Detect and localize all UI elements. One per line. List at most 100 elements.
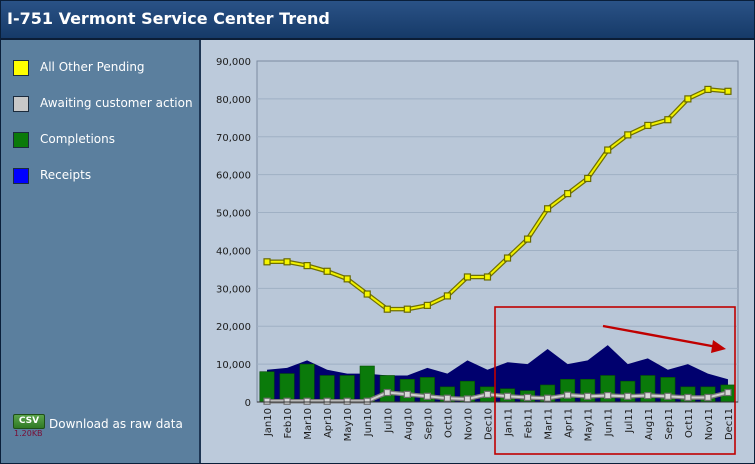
pending-point [263, 258, 271, 266]
pending-point [584, 174, 592, 183]
y-tick-label: 90,000 [216, 57, 251, 68]
awaiting-point [604, 391, 612, 400]
x-tick-label: Jan10 [263, 408, 274, 437]
legend-label: Receipts [40, 168, 92, 182]
x-tick-label: Nov10 [463, 408, 474, 440]
awaiting-point [684, 393, 692, 402]
y-tick-label: 40,000 [216, 246, 251, 257]
awaiting-point [263, 397, 271, 405]
legend-swatch-green [13, 132, 29, 148]
awaiting-point [303, 397, 311, 405]
pending-point [363, 290, 371, 298]
awaiting-point [664, 392, 672, 400]
download-label: Download as raw data [49, 417, 183, 431]
x-tick-label: Jul10 [383, 408, 394, 434]
legend-swatch-blue [13, 168, 29, 184]
annotation-arrow-shaft [602, 324, 718, 349]
x-tick-label: Oct11 [684, 408, 695, 438]
y-tick-label: 80,000 [216, 95, 251, 106]
awaiting-point [624, 392, 632, 400]
x-tick-label: Apr10 [323, 408, 334, 438]
awaiting-point [483, 390, 492, 399]
awaiting-point [403, 390, 411, 399]
completions-bar [259, 371, 275, 403]
awaiting-point [363, 397, 371, 405]
download-csv-link[interactable]: CSV 1.20KB Download as raw data [13, 414, 233, 444]
pending-point [503, 254, 512, 262]
x-tick-label: Jun11 [604, 408, 615, 437]
x-tick-label: Apr11 [564, 408, 575, 438]
awaiting-point [724, 388, 732, 397]
legend-label: All Other Pending [40, 60, 145, 74]
pending-point [624, 131, 632, 139]
pending-point [644, 121, 652, 130]
x-tick-label: Feb10 [283, 408, 294, 438]
y-tick-label: 60,000 [216, 171, 251, 182]
awaiting-point [443, 394, 451, 402]
awaiting-point [523, 393, 532, 402]
y-tick-label: 20,000 [216, 322, 251, 333]
y-tick-label: 10,000 [216, 360, 251, 371]
x-tick-label: Aug11 [644, 408, 655, 440]
x-tick-label: Jun10 [363, 408, 374, 437]
pending-point [343, 275, 351, 283]
x-tick-label: Nov11 [704, 408, 715, 440]
pending-point [323, 267, 331, 275]
pending-point [664, 116, 672, 124]
pending-point [523, 235, 532, 243]
pending-point [483, 273, 492, 281]
awaiting-point [343, 397, 351, 405]
awaiting-point [644, 391, 652, 400]
x-tick-label: Oct10 [443, 408, 454, 438]
pending-point [544, 205, 552, 213]
plot-area [256, 60, 739, 403]
x-tick-label: Mar11 [544, 408, 555, 440]
pending-point [403, 305, 411, 313]
y-tick-label: 70,000 [216, 133, 251, 144]
csv-file-size: 1.20KB [14, 429, 43, 438]
pending-point [283, 258, 291, 266]
pending-point [604, 146, 612, 154]
pending-point [704, 85, 712, 94]
x-tick-label: Dec11 [724, 408, 735, 440]
legend-label: Completions [40, 132, 115, 146]
awaiting-point [283, 397, 291, 405]
completions-bar [379, 375, 395, 403]
awaiting-point [423, 392, 431, 400]
pending-point [684, 95, 692, 103]
legend-sidebar: All Other Pending Awaiting customer acti… [1, 40, 201, 463]
highlight-box [494, 306, 736, 455]
pending-point [463, 273, 472, 281]
page-title: I-751 Vermont Service Center Trend [7, 9, 330, 28]
pending-point [724, 87, 732, 95]
pending-point [303, 262, 311, 270]
x-tick-label: Jul11 [624, 408, 635, 434]
pending-point [423, 301, 431, 309]
title-bar: I-751 Vermont Service Center Trend [1, 1, 754, 40]
y-tick-label: 30,000 [216, 284, 251, 295]
awaiting-point [323, 397, 331, 405]
x-tick-label: Dec10 [483, 408, 494, 440]
x-tick-label: Mar10 [303, 408, 314, 440]
awaiting-point [544, 394, 552, 402]
pending-point [564, 190, 572, 198]
trend-chart: 0 10,000 20,000 30,000 40,000 50,000 60,000 70,… [216, 57, 739, 455]
legend-label: Awaiting customer action [40, 96, 193, 110]
awaiting-point [463, 395, 472, 403]
awaiting-point [704, 393, 712, 402]
legend-swatch-gray [13, 96, 29, 112]
completions-bar [299, 363, 315, 403]
y-tick-label: 0 [245, 398, 251, 409]
annotation-arrow-head [711, 340, 726, 353]
completions-bar [399, 378, 415, 403]
pending-point [443, 292, 451, 300]
y-tick-label: 50,000 [216, 209, 251, 220]
x-tick-label: May10 [343, 408, 354, 441]
pending-point [383, 305, 391, 313]
x-tick-label: Feb11 [524, 408, 535, 438]
awaiting-point [584, 392, 592, 400]
x-tick-label: May11 [584, 408, 595, 441]
x-tick-label: Sep11 [664, 408, 675, 440]
csv-icon: CSV [13, 414, 45, 429]
